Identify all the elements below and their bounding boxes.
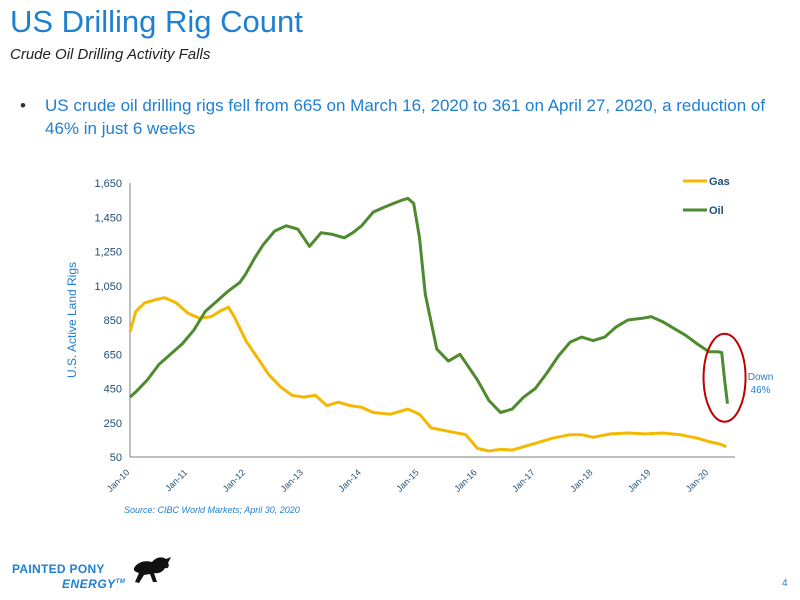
x-tick-label: Jan-12 <box>221 467 248 494</box>
y-axis-label: U.S. Active Land Rigs <box>65 262 79 378</box>
y-tick-label: 250 <box>104 418 122 430</box>
highlight-ellipse <box>702 332 747 423</box>
y-axis: 50 250 450 650 850 1,050 1,250 1,450 1,650 <box>94 178 131 464</box>
y-tick-label: 450 <box>104 384 122 396</box>
legend-label-gas: Gas <box>709 176 730 188</box>
annotation-percent: 46% <box>751 385 771 396</box>
x-tick-label: Jan-17 <box>510 467 537 494</box>
x-tick-label: Jan-18 <box>568 467 595 494</box>
legend: Gas Oil <box>683 176 730 217</box>
x-tick-label: Jan-19 <box>626 467 653 494</box>
logo-text-line2: ENERGYTM <box>62 577 125 591</box>
rig-count-chart: 50 250 450 650 850 1,050 1,250 1,450 1,650 Jan-1… <box>65 176 774 494</box>
legend-label-oil: Oil <box>709 205 724 217</box>
slide-subtitle: Crude Oil Drilling Activity Falls <box>10 46 211 63</box>
bullet-point: • US crude oil drilling rigs fell from 6… <box>20 94 790 140</box>
x-axis: Jan-10 Jan-11 Jan-12 Jan-13 Jan-14 Jan-15 Jan-… <box>105 456 735 494</box>
x-tick-label: Jan-11 <box>163 467 189 493</box>
x-tick-label: Jan-13 <box>279 467 306 494</box>
y-tick-label: 650 <box>104 349 122 361</box>
y-tick-label: 1,450 <box>94 212 122 224</box>
annotation-down: Down <box>748 372 774 383</box>
y-tick-label: 850 <box>104 315 122 327</box>
slide-title: US Drilling Rig Count <box>10 4 303 39</box>
source-note: Source: CIBC World Markets; April 30, 20… <box>124 505 300 515</box>
logo-trademark: TM <box>115 579 126 585</box>
series-line-oil <box>128 196 729 414</box>
x-tick-label: Jan-16 <box>452 467 479 494</box>
x-tick-label: Jan-10 <box>105 467 132 494</box>
x-tick-label: Jan-14 <box>336 467 363 494</box>
page-number: 4 <box>782 578 788 589</box>
logo-text-line2-word: ENERGY <box>62 577 116 591</box>
company-logo: PAINTED PONY ENERGYTM <box>12 554 192 594</box>
y-tick-label: 1,250 <box>94 247 122 259</box>
y-tick-label: 1,650 <box>94 178 122 190</box>
x-tick-label: Jan-20 <box>684 467 711 494</box>
x-tick-label: Jan-15 <box>394 467 421 494</box>
bullet-text: US crude oil drilling rigs fell from 665… <box>45 96 766 138</box>
y-tick-label: 1,050 <box>94 281 122 293</box>
bullet-dot-icon: • <box>20 96 26 115</box>
horse-logo-icon <box>133 557 171 583</box>
series-line-gas <box>128 296 727 453</box>
y-tick-label: 50 <box>110 452 122 464</box>
logo-text-line1: PAINTED PONY <box>12 562 105 576</box>
